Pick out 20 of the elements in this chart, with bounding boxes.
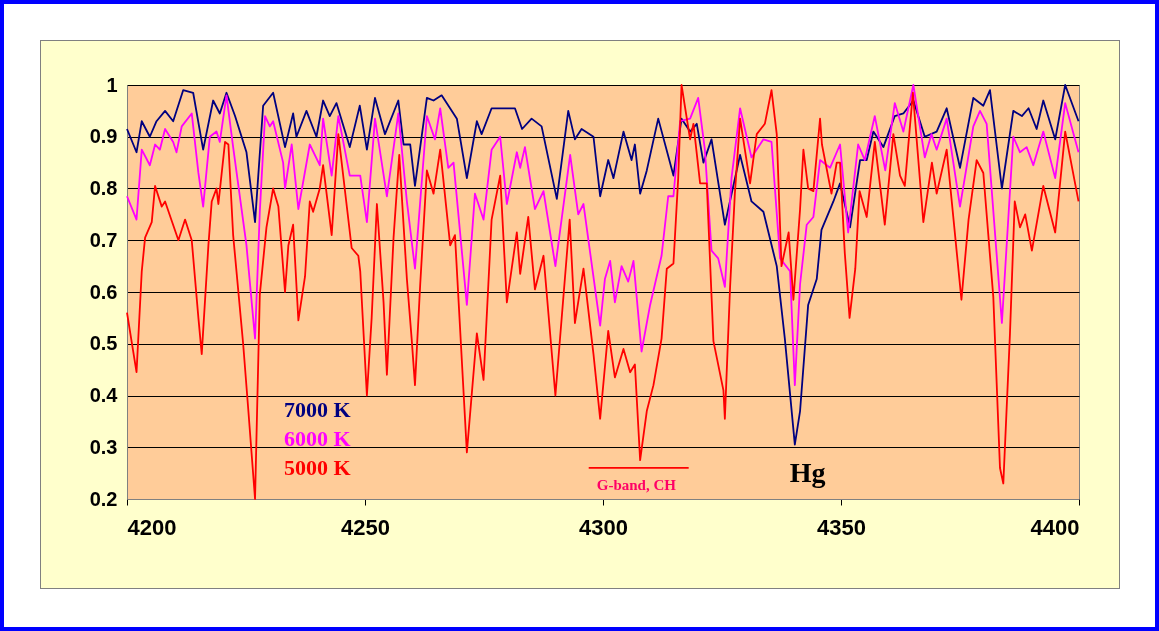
y-tick-label: 0.8 — [89, 177, 118, 199]
x-tick-label: 4300 — [579, 514, 628, 540]
y-tick-label: 0.9 — [89, 125, 118, 148]
series-label: 5000 K — [284, 454, 351, 480]
y-tick-label: 0.7 — [89, 228, 118, 251]
y-tick-label: 1 — [106, 73, 118, 96]
y-tick-label: 0.3 — [89, 435, 118, 458]
y-tick-label: 0.6 — [89, 280, 118, 303]
text: 6000 K — [284, 425, 351, 451]
x-tick-label: 4400 — [1030, 514, 1080, 540]
annotation: G-band, CH — [596, 476, 677, 493]
annotation: Hg — [789, 457, 826, 489]
y-tick-label: 0.5 — [89, 332, 118, 355]
y-tick-label: 0.4 — [89, 384, 119, 406]
y-tick-label: 0.2 — [89, 487, 118, 510]
x-tick-label: 4250 — [341, 514, 390, 540]
line-series — [126, 84, 1080, 387]
x-tick-label: 4200 — [127, 514, 177, 540]
x-tick-label: 4350 — [817, 514, 866, 540]
text: 7000 K — [284, 396, 351, 422]
